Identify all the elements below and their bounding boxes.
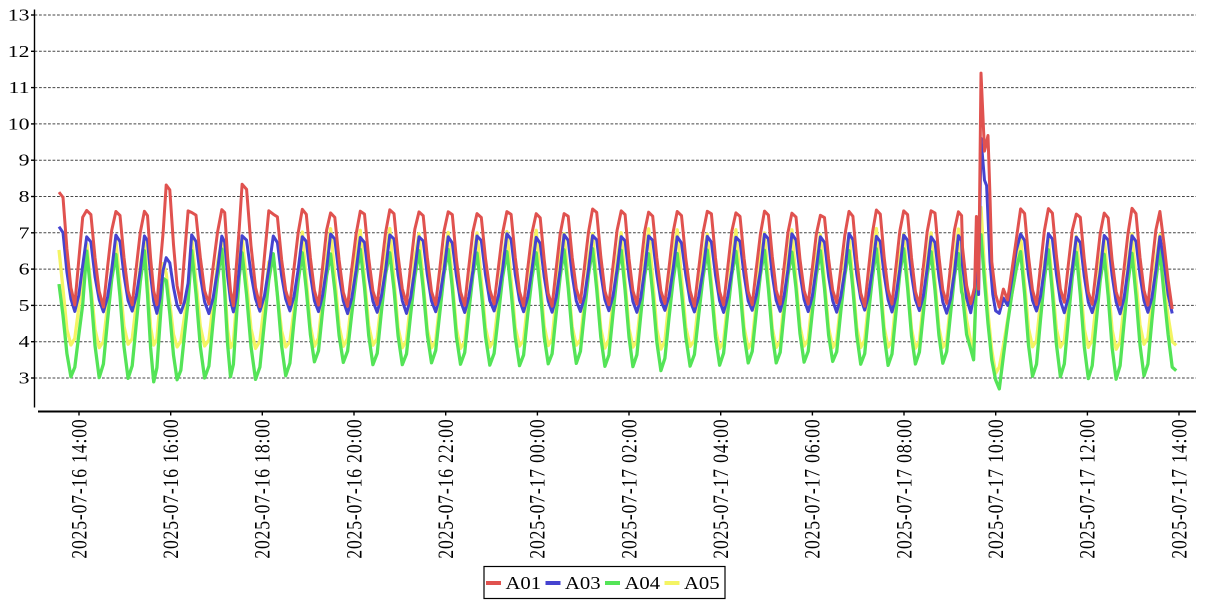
svg-text:10: 10: [8, 115, 30, 133]
svg-text:A04: A04: [625, 574, 661, 593]
svg-text:2025-07-17 04:00: 2025-07-17 04:00: [709, 419, 734, 559]
svg-text:A01: A01: [506, 574, 542, 593]
svg-text:A03: A03: [565, 574, 601, 593]
svg-text:3: 3: [19, 370, 30, 388]
svg-text:2025-07-17 12:00: 2025-07-17 12:00: [1076, 419, 1101, 559]
svg-text:11: 11: [9, 79, 30, 97]
svg-text:5: 5: [19, 297, 30, 315]
svg-text:2025-07-17 14:00: 2025-07-17 14:00: [1167, 419, 1192, 559]
svg-text:2025-07-17 02:00: 2025-07-17 02:00: [617, 419, 642, 559]
svg-text:2025-07-16 20:00: 2025-07-16 20:00: [342, 419, 367, 559]
svg-text:6: 6: [19, 261, 30, 279]
svg-text:2025-07-17 10:00: 2025-07-17 10:00: [984, 419, 1009, 559]
svg-text:2025-07-16 16:00: 2025-07-16 16:00: [159, 419, 184, 559]
svg-text:2025-07-17 08:00: 2025-07-17 08:00: [892, 419, 917, 559]
svg-text:2025-07-16 14:00: 2025-07-16 14:00: [67, 419, 92, 559]
svg-text:12: 12: [8, 43, 30, 61]
svg-text:2025-07-16 22:00: 2025-07-16 22:00: [434, 419, 459, 559]
svg-text:8: 8: [19, 188, 30, 206]
svg-text:2025-07-17 00:00: 2025-07-17 00:00: [526, 419, 551, 559]
svg-text:13: 13: [8, 7, 30, 25]
svg-text:2025-07-16 18:00: 2025-07-16 18:00: [251, 419, 276, 559]
svg-text:7: 7: [19, 224, 30, 242]
svg-text:9: 9: [19, 152, 30, 170]
svg-text:2025-07-17 06:00: 2025-07-17 06:00: [801, 419, 826, 559]
svg-text:A05: A05: [684, 574, 720, 593]
svg-text:4: 4: [19, 333, 30, 351]
